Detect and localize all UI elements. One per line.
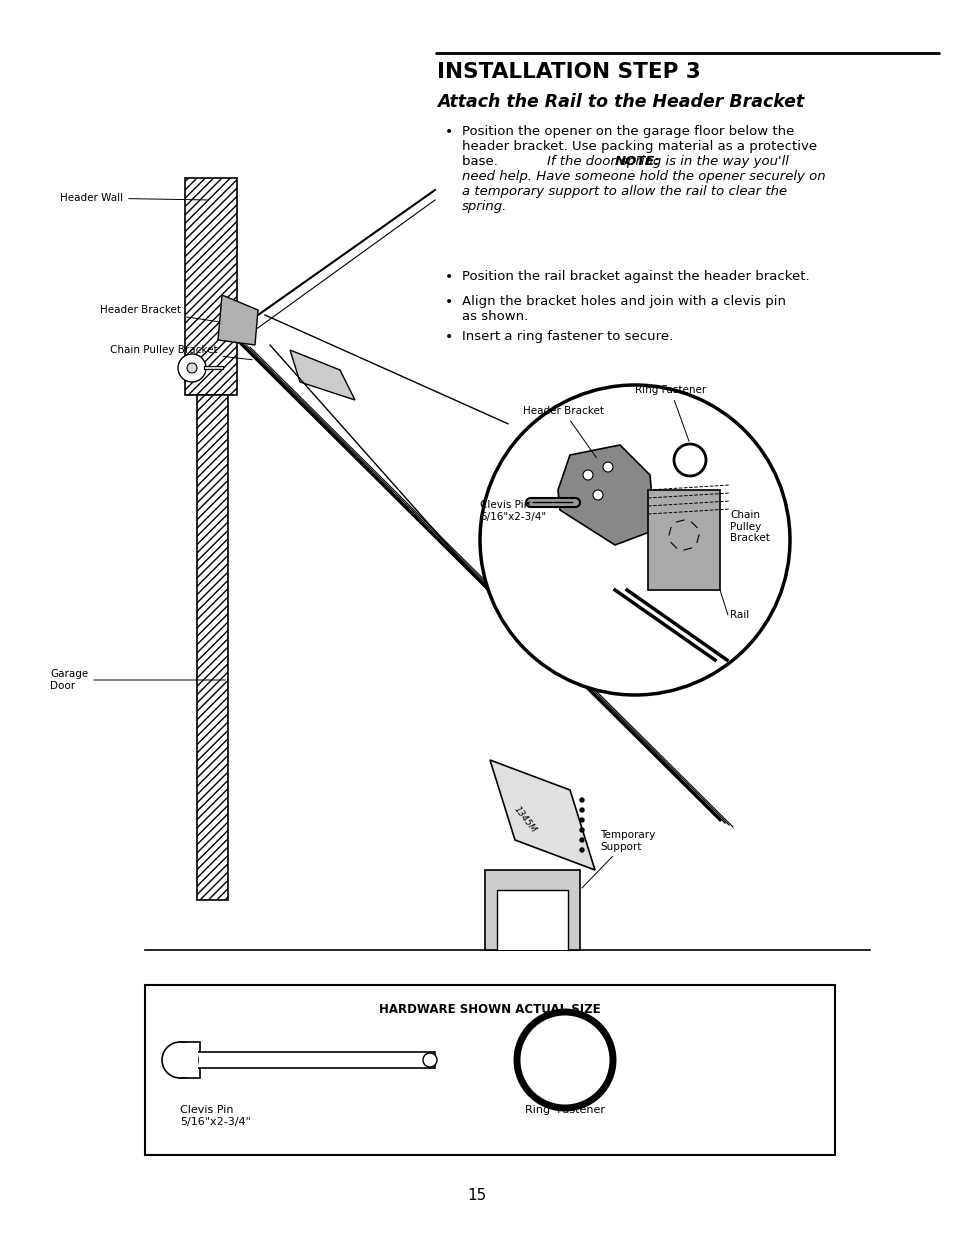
Circle shape <box>593 490 602 500</box>
Bar <box>180 1044 198 1077</box>
Bar <box>145 986 834 1155</box>
Bar <box>196 395 228 900</box>
Bar <box>484 869 579 950</box>
Text: Align the bracket holes and join with a clevis pin
as shown.: Align the bracket holes and join with a … <box>461 295 785 324</box>
Text: •: • <box>444 270 453 284</box>
Text: •: • <box>444 125 453 140</box>
Bar <box>497 890 567 950</box>
Text: Clevis Pin
5/16"x2-3/4": Clevis Pin 5/16"x2-3/4" <box>479 500 545 521</box>
Circle shape <box>579 839 583 842</box>
Text: INSTALLATION STEP 3: INSTALLATION STEP 3 <box>436 62 700 82</box>
Circle shape <box>579 798 583 802</box>
Circle shape <box>582 471 593 480</box>
Circle shape <box>517 1011 613 1108</box>
Text: •: • <box>444 295 453 309</box>
Polygon shape <box>490 760 595 869</box>
Circle shape <box>680 451 699 469</box>
Circle shape <box>537 1032 593 1088</box>
Text: Header Wall: Header Wall <box>60 193 207 203</box>
Text: HARDWARE SHOWN ACTUAL SIZE: HARDWARE SHOWN ACTUAL SIZE <box>378 1003 600 1016</box>
Polygon shape <box>290 350 355 400</box>
Text: Ring  Fastener: Ring Fastener <box>524 1105 604 1115</box>
Text: Temporary
Support: Temporary Support <box>581 830 655 888</box>
Text: NOTE:: NOTE: <box>615 156 659 168</box>
Circle shape <box>422 1053 436 1067</box>
Circle shape <box>602 462 613 472</box>
Circle shape <box>673 445 705 475</box>
Circle shape <box>187 363 196 373</box>
Circle shape <box>479 385 789 695</box>
Text: •: • <box>444 330 453 345</box>
Text: Header Bracket: Header Bracket <box>522 406 603 458</box>
Text: Insert a ring fastener to secure.: Insert a ring fastener to secure. <box>461 330 673 343</box>
Polygon shape <box>218 295 257 345</box>
Text: Position the rail bracket against the header bracket.: Position the rail bracket against the he… <box>461 270 809 283</box>
Circle shape <box>579 818 583 823</box>
Text: Garage
Door: Garage Door <box>50 669 225 690</box>
Text: If the door spring is in the way you'll
need help. Have someone hold the opener : If the door spring is in the way you'll … <box>461 156 824 212</box>
Text: Ring Fastener: Ring Fastener <box>635 385 705 441</box>
Circle shape <box>579 848 583 852</box>
Text: Clevis Pin
5/16"x2-3/4": Clevis Pin 5/16"x2-3/4" <box>180 1105 251 1126</box>
Circle shape <box>579 827 583 832</box>
Polygon shape <box>647 490 720 590</box>
Text: Attach the Rail to the Header Bracket: Attach the Rail to the Header Bracket <box>436 93 803 111</box>
Circle shape <box>162 1042 198 1078</box>
Text: Header Bracket: Header Bracket <box>100 305 237 325</box>
Polygon shape <box>558 445 655 545</box>
Bar <box>185 178 236 395</box>
Circle shape <box>178 354 206 382</box>
Bar <box>180 1052 435 1068</box>
Text: Rail: Rail <box>729 610 748 620</box>
Text: 15: 15 <box>467 1188 486 1203</box>
Text: Chain
Pulley
Bracket: Chain Pulley Bracket <box>729 510 769 543</box>
Text: Position the opener on the garage floor below the
header bracket. Use packing ma: Position the opener on the garage floor … <box>461 125 817 168</box>
Bar <box>196 395 228 900</box>
Text: 1345M: 1345M <box>512 805 537 835</box>
Bar <box>180 1042 200 1078</box>
Bar <box>185 178 236 395</box>
Circle shape <box>579 808 583 811</box>
Text: Chain Pulley Bracket: Chain Pulley Bracket <box>110 345 252 359</box>
